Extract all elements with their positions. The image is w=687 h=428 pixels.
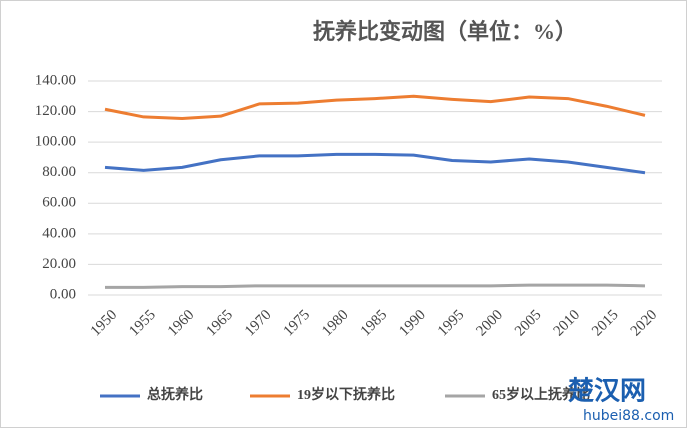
legend-item: 总抚养比 xyxy=(100,386,203,403)
y-tick-label: 60.00 xyxy=(42,195,76,211)
legend-label: 65岁以上抚养比 xyxy=(492,386,590,403)
y-tick-label: 0.00 xyxy=(50,286,76,302)
y-tick-label: 100.00 xyxy=(35,134,76,150)
legend-label: 总抚养比 xyxy=(147,386,203,403)
series-line xyxy=(104,152,646,175)
chart-title: 抚养比变动图（单位：%） xyxy=(313,19,577,44)
series-line xyxy=(104,94,646,120)
legend-item: 19岁以下抚养比 xyxy=(250,386,395,403)
y-tick-label: 140.00 xyxy=(35,72,76,88)
series-line xyxy=(105,283,646,289)
legend-item: 65岁以上抚养比 xyxy=(445,386,590,403)
legend-label: 19岁以下抚养比 xyxy=(297,386,395,403)
y-tick-label: 80.00 xyxy=(42,164,76,180)
watermark-name: 楚汉网 xyxy=(568,377,646,407)
y-tick-label: 120.00 xyxy=(35,103,76,119)
y-tick-label: 20.00 xyxy=(42,256,76,272)
watermark-url: hubei88.com xyxy=(583,408,674,424)
y-tick-label: 40.00 xyxy=(42,225,76,241)
